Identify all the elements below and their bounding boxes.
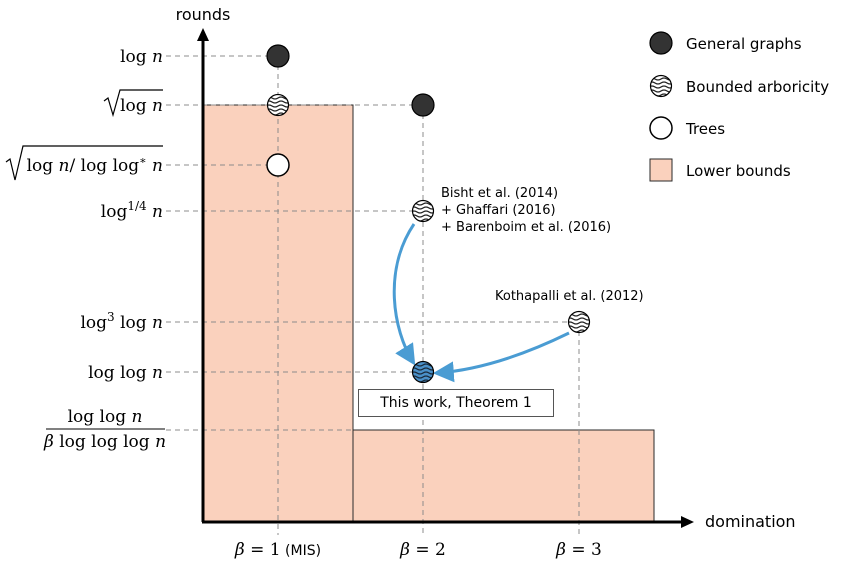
lower-bound-region-beta xyxy=(352,429,655,523)
legend-trees-marker xyxy=(649,116,673,140)
point-bounded-beta3-log3loglog xyxy=(567,310,591,334)
citation-bisht-2014: Bisht et al. (2014) xyxy=(441,186,558,201)
point-this-work-beta2-loglog xyxy=(411,360,435,384)
citation-kothapalli-2012: Kothapalli et al. (2012) xyxy=(495,289,644,304)
legend-bounded-label: Bounded arboricity xyxy=(686,78,829,96)
y-tick-sqrtstar: log n/ log log∗ n xyxy=(5,145,163,181)
horizontal-guides xyxy=(166,55,579,431)
y-tick-log3loglog: log3 log n xyxy=(80,310,163,333)
x-axis-arrowhead xyxy=(681,516,694,528)
arrow-from-2012-result xyxy=(432,331,570,383)
x-axis-label: domination xyxy=(705,512,796,531)
legend-general-marker xyxy=(649,31,673,55)
point-trees-mis-sqrtstar xyxy=(266,153,290,177)
x-tick-beta1: β = 1 (MIS) xyxy=(234,540,321,560)
svg-text:log log n: log log n xyxy=(68,407,143,427)
legend-general-label: General graphs xyxy=(686,35,802,53)
point-general-beta2-sqrtlogn xyxy=(411,93,435,117)
svg-text:log n: log n xyxy=(120,96,163,116)
point-bounded-beta2-log14 xyxy=(411,199,435,223)
y-tick-frac: log log n β log log log n xyxy=(43,407,166,452)
point-bounded-mis-sqrtlogn xyxy=(266,93,290,117)
y-axis-arrowhead xyxy=(197,28,209,41)
legend-bounded-marker xyxy=(649,74,673,98)
y-tick-logn: log n xyxy=(120,47,163,67)
citation-ghaffari-2016: + Ghaffari (2016) xyxy=(441,203,556,218)
svg-text:β log log log n: β log log log n xyxy=(43,432,166,452)
y-tick-sqrtlogn: log n xyxy=(103,89,163,118)
y-tick-loglog: log log n xyxy=(88,363,163,383)
legend: General graphs Bounded arboricity Trees … xyxy=(649,31,829,182)
legend-trees-label: Trees xyxy=(685,120,725,138)
x-tick-beta2: β = 2 xyxy=(399,540,446,560)
vertical-guides xyxy=(277,56,580,535)
citation-barenboim-2016: + Barenboim et al. (2016) xyxy=(441,220,611,235)
arrow-from-2014-result xyxy=(392,223,416,366)
legend-lower-marker xyxy=(649,158,673,182)
x-tick-beta3: β = 3 xyxy=(555,540,602,560)
svg-text:log n/ log log∗ n: log n/ log log∗ n xyxy=(27,154,163,176)
y-axis-label: rounds xyxy=(176,5,231,24)
this-work-callout: This work, Theorem 1 xyxy=(358,389,554,417)
legend-lower-label: Lower bounds xyxy=(686,162,791,180)
point-general-mis-logn xyxy=(266,44,290,68)
y-tick-log14: log1/4 n xyxy=(101,199,163,222)
